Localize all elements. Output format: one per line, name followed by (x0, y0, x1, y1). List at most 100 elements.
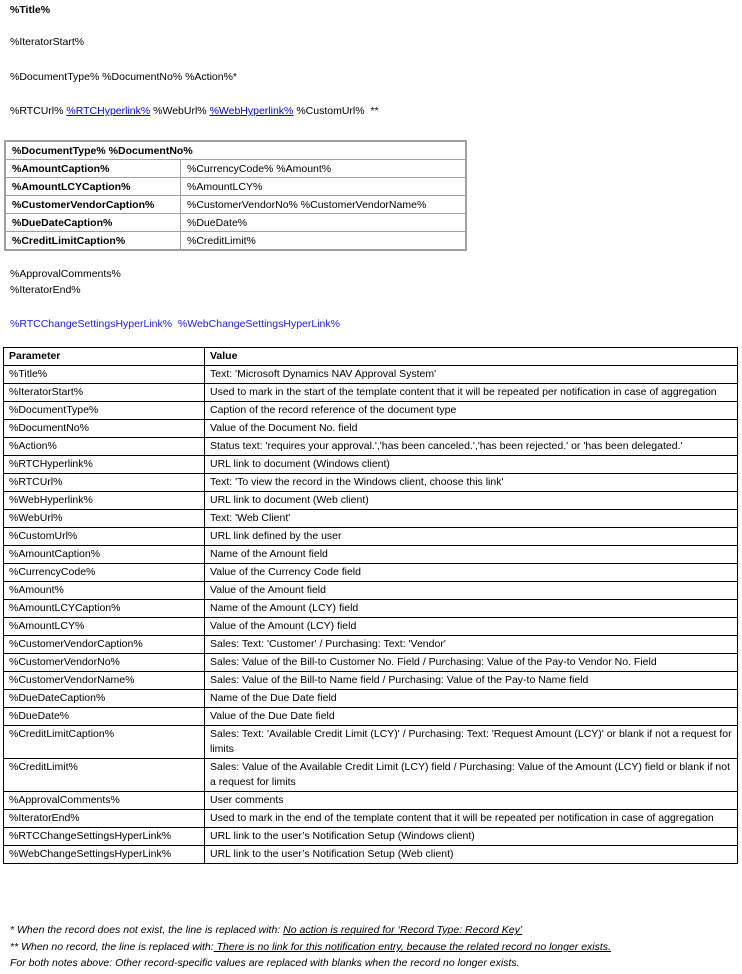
note-3: For both notes above: Other record-speci… (10, 957, 520, 969)
parameter-name: %RTCChangeSettingsHyperLink% (3, 827, 205, 846)
header-value: Value (204, 347, 738, 366)
parameter-value: Text: 'Microsoft Dynamics NAV Approval S… (204, 365, 738, 384)
parameter-value: Text: 'To view the record in the Windows… (204, 473, 738, 492)
url-line: %RTCUrl% %RTCHyperlink% %WebUrl% %WebHyp… (10, 105, 379, 117)
parameter-name: %CreditLimitCaption% (3, 725, 205, 759)
note-2-prefix: ** When no record, the line is replaced … (10, 941, 214, 953)
parameter-name: %IteratorStart% (3, 383, 205, 402)
web-hyperlink[interactable]: %WebHyperlink% (209, 105, 294, 117)
parameter-row: %CreditLimit% Sales: Value of the Availab… (3, 758, 738, 792)
iterator-end: %IteratorEnd% (10, 284, 81, 296)
parameter-value: Value of the Amount field (204, 581, 738, 600)
parameter-row: %AmountCaption% Name of the Amount field (3, 545, 738, 564)
note-1-text: No action is required for ‘Record Type: … (283, 924, 523, 936)
parameter-row: %Amount% Value of the Amount field (3, 581, 738, 600)
parameter-name: %AmountLCYCaption% (3, 599, 205, 618)
summary-value: %CustomerVendorNo% %CustomerVendorName% (180, 195, 467, 214)
parameter-name: %ApprovalComments% (3, 791, 205, 810)
parameter-name: %AmountCaption% (3, 545, 205, 564)
parameter-row: %Title% Text: 'Microsoft Dynamics NAV App… (3, 365, 738, 384)
parameter-row: %RTCHyperlink% URL link to document (Wind… (3, 455, 738, 474)
parameter-value: Name of the Amount (LCY) field (204, 599, 738, 618)
parameter-value: Used to mark in the start of the templat… (204, 383, 738, 402)
summary-row: %CreditLimitCaption% %CreditLimit% (4, 231, 467, 251)
parameter-value: Status text: 'requires your approval.','… (204, 437, 738, 456)
parameter-row: %ApprovalComments% User comments (3, 791, 738, 810)
summary-key: %AmountCaption% (4, 159, 181, 178)
title-placeholder: %Title% (10, 4, 51, 16)
parameter-value: Value of the Currency Code field (204, 563, 738, 582)
summary-value: %DueDate% (180, 213, 467, 232)
summary-row: %CustomerVendorCaption% %CustomerVendorNo… (4, 195, 467, 214)
summary-row: %AmountLCYCaption% %AmountLCY% (4, 177, 467, 196)
parameter-value: User comments (204, 791, 738, 810)
iterator-start: %IteratorStart% (10, 36, 85, 48)
parameter-row: %IteratorStart% Used to mark in the start… (3, 383, 738, 402)
parameter-row: %CreditLimitCaption% Sales: Text: 'Availa… (3, 725, 738, 759)
note-1-prefix: * When the record does not exist, the li… (10, 924, 284, 936)
parameter-row: %WebChangeSettingsHyperLink% URL link to … (3, 845, 738, 864)
parameter-value: Value of the Amount (LCY) field (204, 617, 738, 636)
parameter-value: Value of the Document No. field (204, 419, 738, 438)
parameter-value: URL link to document (Web client) (204, 491, 738, 510)
parameter-value: URL link to the user’s Notification Setu… (204, 845, 738, 864)
parameter-name: %CustomerVendorNo% (3, 653, 205, 672)
parameter-name: %AmountLCY% (3, 617, 205, 636)
parameter-name: %WebHyperlink% (3, 491, 205, 510)
summary-row: %AmountCaption% %CurrencyCode% %Amount% (4, 159, 467, 178)
parameter-name: %RTCUrl% (3, 473, 205, 492)
summary-value: %CurrencyCode% %Amount% (180, 159, 467, 178)
parameter-name: %DueDateCaption% (3, 689, 205, 708)
parameter-value: Sales: Text: 'Customer' / Purchasing: Te… (204, 635, 738, 654)
summary-key: %CreditLimitCaption% (4, 231, 181, 251)
parameter-name: %CustomUrl% (3, 527, 205, 546)
parameter-name: %CurrencyCode% (3, 563, 205, 582)
custom-url: %CustomUrl% (296, 105, 365, 117)
parameter-value: URL link to document (Windows client) (204, 455, 738, 474)
parameter-value: Caption of the record reference of the d… (204, 401, 738, 420)
parameter-row: %DueDate% Value of the Due Date field (3, 707, 738, 726)
summary-value: %AmountLCY% (180, 177, 467, 196)
parameter-row: %AmountLCYCaption% Name of the Amount (LC… (3, 599, 738, 618)
parameter-value: Sales: Value of the Bill-to Name field /… (204, 671, 738, 690)
approval-comments: %ApprovalComments% (10, 268, 121, 280)
summary-table: %DocumentType% %DocumentNo% %AmountCapti… (4, 140, 467, 251)
parameter-name: %CustomerVendorCaption% (3, 635, 205, 654)
parameter-value: Used to mark in the end of the template … (204, 809, 738, 828)
change-settings-line: %RTCChangeSettingsHyperLink% %WebChangeS… (10, 318, 340, 330)
web-url: %WebUrl% (153, 105, 207, 117)
parameter-table: Parameter Value %Title% Text: 'Microsoft … (3, 347, 738, 864)
parameter-row: %CurrencyCode% Value of the Currency Code… (3, 563, 738, 582)
document-line: %DocumentType% %DocumentNo% %Action%* (10, 71, 238, 83)
parameter-row: %CustomUrl% URL link defined by the user (3, 527, 738, 546)
parameter-row: %DocumentType% Caption of the record refe… (3, 401, 738, 420)
parameter-row: %RTCUrl% Text: 'To view the record in the… (3, 473, 738, 492)
parameter-row: %CustomerVendorNo% Sales: Value of the Bi… (3, 653, 738, 672)
summary-value: %CreditLimit% (180, 231, 467, 251)
parameter-name: %WebUrl% (3, 509, 205, 528)
rtc-url: %RTCUrl% (10, 105, 64, 117)
parameter-value: Name of the Amount field (204, 545, 738, 564)
parameter-table-header: Parameter Value (3, 347, 738, 366)
parameter-row: %Action% Status text: 'requires your appr… (3, 437, 738, 456)
rtc-change-settings-link[interactable]: %RTCChangeSettingsHyperLink% (10, 318, 173, 330)
parameter-name: %RTCHyperlink% (3, 455, 205, 474)
parameter-value: Text: 'Web Client' (204, 509, 738, 528)
parameter-name: %DueDate% (3, 707, 205, 726)
parameter-name: %IteratorEnd% (3, 809, 205, 828)
parameter-name: %Action% (3, 437, 205, 456)
parameter-row: %WebHyperlink% URL link to document (Web … (3, 491, 738, 510)
footnote-marker: ** (370, 105, 379, 117)
rtc-hyperlink[interactable]: %RTCHyperlink% (66, 105, 151, 117)
parameter-row: %DocumentNo% Value of the Document No. fi… (3, 419, 738, 438)
note-2: ** When no record, the line is replaced … (10, 941, 611, 953)
parameter-value: URL link defined by the user (204, 527, 738, 546)
parameter-row: %DueDateCaption% Name of the Due Date fie… (3, 689, 738, 708)
summary-header: %DocumentType% %DocumentNo% (4, 140, 467, 160)
parameter-value: Sales: Value of the Available Credit Lim… (204, 758, 738, 792)
parameter-value: Sales: Value of the Bill-to Customer No.… (204, 653, 738, 672)
parameter-row: %CustomerVendorName% Sales: Value of the … (3, 671, 738, 690)
parameter-name: %DocumentType% (3, 401, 205, 420)
web-change-settings-link[interactable]: %WebChangeSettingsHyperLink% (177, 318, 340, 330)
parameter-row: %RTCChangeSettingsHyperLink% URL link to … (3, 827, 738, 846)
